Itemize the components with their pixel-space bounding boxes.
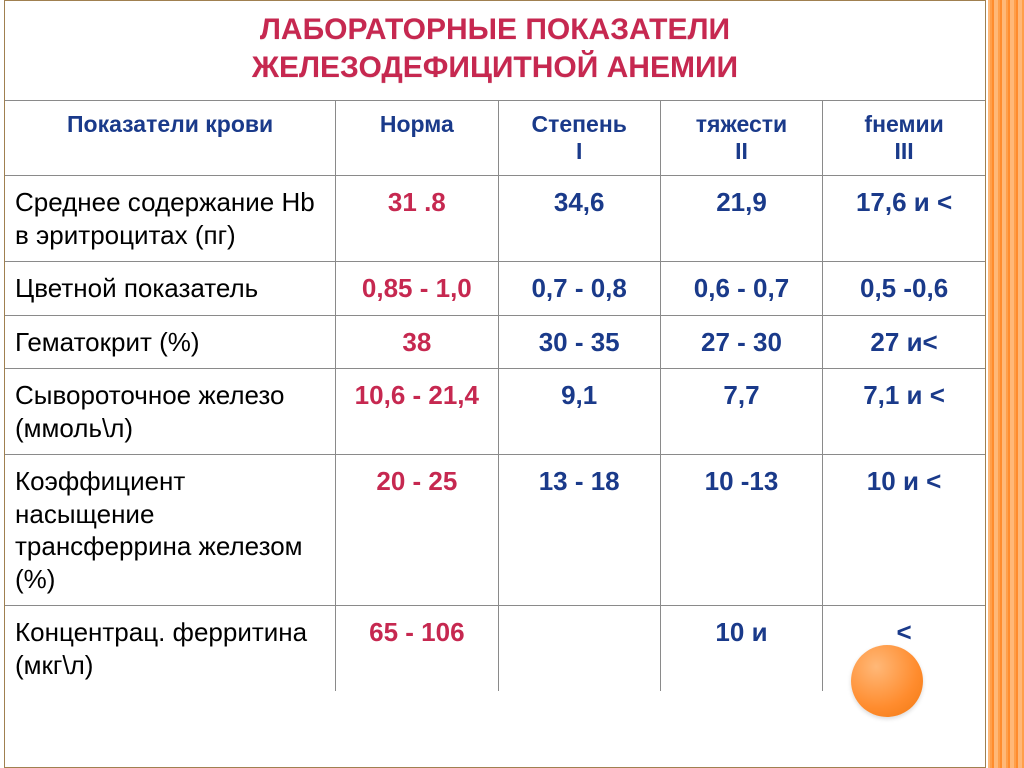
value-cell-d1: 30 - 35 (498, 315, 660, 369)
col-header-degree-2a: тяжести (696, 111, 787, 137)
value-cell-d2: 21,9 (660, 176, 822, 262)
decorative-circle-icon (851, 645, 923, 717)
value-cell-norma: 10,6 - 21,4 (336, 369, 498, 455)
param-cell: Коэффициент насыщениe трансферрина желез… (5, 455, 336, 606)
value-cell-d1: 9,1 (498, 369, 660, 455)
param-cell: Цветной показатель (5, 262, 336, 316)
value-cell-d3: 27 и< (823, 315, 985, 369)
col-header-degree-1: Степень I (498, 101, 660, 176)
col-header-degree-3a: fнемии (864, 111, 943, 137)
value-cell-d2: 10 и (660, 606, 822, 692)
value-cell-d3: 17,6 и < (823, 176, 985, 262)
col-header-degree-2b: II (735, 138, 748, 164)
table-row: Цветной показатель 0,85 - 1,0 0,7 - 0,8 … (5, 262, 985, 316)
value-cell-d2: 10 -13 (660, 455, 822, 606)
table-row: Сывороточное железо (ммоль\л) 10,6 - 21,… (5, 369, 985, 455)
table-header-row: Показатели крови Норма Степень I тяжести… (5, 101, 985, 176)
value-cell-d3: 10 и < (823, 455, 985, 606)
value-cell-d2: 0,6 - 0,7 (660, 262, 822, 316)
value-cell-d1: 13 - 18 (498, 455, 660, 606)
value-cell-d1: 34,6 (498, 176, 660, 262)
col-header-param: Показатели крови (5, 101, 336, 176)
value-cell-d1: 0,7 - 0,8 (498, 262, 660, 316)
title-line-2: ЖЕЛЕЗОДЕФИЦИТНОЙ АНЕМИИ (252, 51, 738, 84)
param-cell: Сывороточное железо (ммоль\л) (5, 369, 336, 455)
value-cell-norma: 20 - 25 (336, 455, 498, 606)
value-cell-d2: 27 - 30 (660, 315, 822, 369)
value-cell-norma: 38 (336, 315, 498, 369)
value-cell-d1 (498, 606, 660, 692)
value-cell-norma: 31 .8 (336, 176, 498, 262)
param-cell: Среднее содержание Нb в эритроцитах (пг) (5, 176, 336, 262)
value-cell-d3: 0,5 -0,6 (823, 262, 985, 316)
param-cell: Гематокрит (%) (5, 315, 336, 369)
col-header-degree-1a: Степень (531, 111, 626, 137)
lab-indicators-table: Показатели крови Норма Степень I тяжести… (5, 100, 985, 691)
title-line-1: ЛАБОРАТОРНЫЕ ПОКАЗАТЕЛИ (260, 13, 730, 46)
value-cell-norma: 65 - 106 (336, 606, 498, 692)
col-header-degree-1b: I (576, 138, 582, 164)
table-row: Концентрац. ферритина (мкг\л) 65 - 106 1… (5, 606, 985, 692)
col-header-degree-2: тяжести II (660, 101, 822, 176)
table-row: Коэффициент насыщениe трансферрина желез… (5, 455, 985, 606)
value-cell-norma: 0,85 - 1,0 (336, 262, 498, 316)
value-cell-d2: 7,7 (660, 369, 822, 455)
col-header-degree-3b: III (894, 138, 913, 164)
slide: ЛАБОРАТОРНЫЕ ПОКАЗАТЕЛИ ЖЕЛЕЗОДЕФИЦИТНОЙ… (4, 0, 986, 768)
col-header-degree-3: fнемии III (823, 101, 985, 176)
table-row: Среднее содержание Нb в эритроцитах (пг)… (5, 176, 985, 262)
slide-title: ЛАБОРАТОРНЫЕ ПОКАЗАТЕЛИ ЖЕЛЕЗОДЕФИЦИТНОЙ… (5, 1, 985, 100)
param-cell: Концентрац. ферритина (мкг\л) (5, 606, 336, 692)
col-header-norma: Норма (336, 101, 498, 176)
value-cell-d3: 7,1 и < (823, 369, 985, 455)
decorative-right-stripe (988, 0, 1024, 768)
table-row: Гематокрит (%) 38 30 - 35 27 - 30 27 и< (5, 315, 985, 369)
